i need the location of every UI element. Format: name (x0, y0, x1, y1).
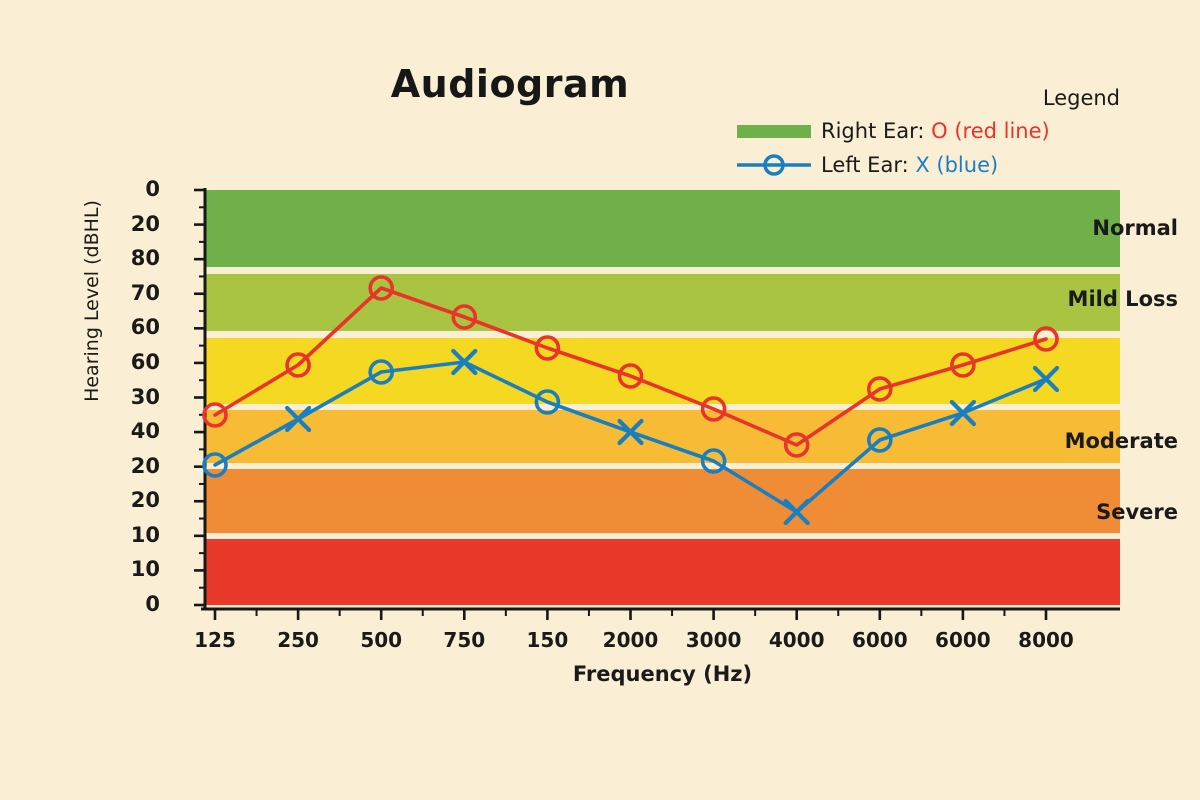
marker-circle-right-ear[interactable] (783, 432, 810, 458)
marker-x-left-ear[interactable] (451, 348, 478, 376)
x-tick-label: 6000 (851, 628, 908, 652)
severity-band (205, 469, 1120, 533)
page-title: Audiogram (390, 62, 630, 106)
x-tick-label: 3000 (685, 628, 742, 652)
band-label: Moderate (1064, 429, 1178, 453)
legend-label-right-ear: Right Ear: O (red line) (821, 119, 1050, 143)
marker-circle-left-ear[interactable] (534, 389, 561, 415)
marker-circle-right-ear[interactable] (534, 335, 561, 361)
x-tick-label: 750 (443, 628, 486, 652)
y-tick-label: 70 (130, 280, 160, 305)
y-tick-label: 0 (145, 592, 160, 616)
severity-band (205, 539, 1120, 605)
y-tick-label: 30 (130, 384, 160, 409)
x-tick-label: 6000 (935, 628, 991, 652)
right-ear-swatch-icon (735, 116, 813, 146)
marker-circle-right-ear[interactable] (1033, 326, 1059, 352)
y-tick-label: 10 (130, 557, 160, 582)
x-tick-label: 250 (277, 628, 319, 652)
marker-circle-right-ear[interactable] (368, 275, 395, 301)
axis-lines (194, 188, 1120, 620)
marker-circle-right-ear[interactable] (285, 352, 311, 378)
marker-circle-left-ear[interactable] (202, 452, 228, 478)
marker-circle-left-ear[interactable] (700, 448, 727, 474)
legend-heading: Legend (1042, 86, 1120, 110)
y-tick-label: 0 (145, 177, 160, 201)
severity-band (205, 410, 1120, 463)
marker-x-left-ear[interactable] (949, 399, 977, 427)
marker-circle-left-ear[interactable] (368, 359, 395, 385)
band-label: Mild Loss (1067, 287, 1178, 311)
marker-circle-right-ear[interactable] (202, 402, 228, 428)
legend-item-right-ear[interactable]: Right Ear: O (red line) (735, 116, 1135, 146)
y-tick-label: 20 (130, 488, 160, 513)
severity-band (205, 274, 1120, 331)
y-tick-label: 40 (130, 419, 160, 444)
marker-x-left-ear[interactable] (1032, 365, 1060, 393)
marker-x-left-ear[interactable] (783, 498, 810, 526)
legend-label-left-ear: Left Ear: X (blue) (821, 153, 998, 177)
y-tick-label: 60 (130, 315, 160, 340)
legend-label-left-ear-prefix: Left Ear: (821, 153, 916, 177)
x-tick-label: 150 (526, 628, 569, 652)
band-label: Severe (1096, 500, 1178, 524)
legend-label-right-ear-prefix: Right Ear: (821, 119, 932, 143)
marker-circle-left-ear[interactable] (866, 427, 893, 453)
y-tick-label: 80 (130, 246, 160, 271)
legend-label-right-ear-accent: O (red line) (931, 119, 1050, 143)
left-ear-swatch-icon (735, 150, 813, 180)
marker-circle-right-ear[interactable] (950, 352, 976, 378)
y-tick-label: 20 (130, 211, 160, 236)
legend-item-left-ear[interactable]: Left Ear: X (blue) (735, 150, 1135, 180)
series-line-right-ear (213, 286, 1048, 447)
y-axis-ticks: 0 20 80 70 60 60 30 40 20 20 10 10 0 (100, 0, 160, 800)
y-tick-label: 20 (130, 453, 160, 478)
y-axis-title: Hearing Level (dBHL) (81, 200, 103, 402)
y-tick-label: 10 (130, 522, 160, 547)
severity-bands (205, 190, 1120, 605)
marker-circle-right-ear[interactable] (451, 304, 478, 330)
marker-x-left-ear[interactable] (617, 418, 644, 446)
band-label: Normal (1092, 216, 1178, 240)
x-tick-label: 8000 (1018, 628, 1074, 652)
marker-circle-right-ear[interactable] (866, 376, 893, 402)
severity-band (205, 190, 1120, 267)
x-tick-label: 125 (194, 628, 236, 652)
marker-circle-right-ear[interactable] (617, 363, 644, 389)
severity-band (205, 338, 1120, 404)
marker-circle-right-ear[interactable] (700, 396, 727, 422)
legend-label-left-ear-accent: X (blue) (915, 153, 999, 177)
x-tick-label: 500 (360, 628, 403, 652)
y-tick-label: 60 (130, 349, 160, 374)
marker-x-left-ear[interactable] (285, 405, 312, 433)
x-tick-label: 2000 (602, 628, 659, 652)
data-series (202, 275, 1060, 526)
x-axis-title: Frequency (Hz) (572, 662, 753, 686)
legend: Legend Right Ear: O (red line) Left Ear:… (735, 86, 1135, 180)
x-tick-label: 4000 (768, 628, 825, 652)
